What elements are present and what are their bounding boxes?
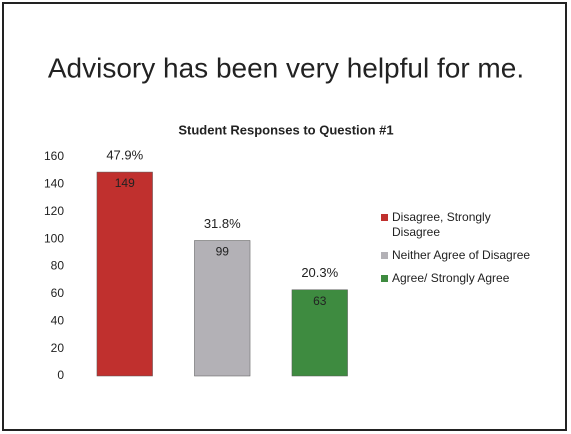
y-tick-label: 160 [44, 149, 64, 163]
data-label: 99 [216, 245, 230, 259]
y-tick-label: 60 [51, 286, 65, 300]
y-tick-label: 40 [51, 313, 65, 327]
chart-title: Student Responses to Question #1 [178, 122, 393, 137]
y-tick-label: 100 [44, 231, 64, 245]
data-label: 63 [313, 294, 327, 308]
legend-swatch [381, 275, 388, 282]
percent-label: 31.8% [204, 216, 241, 231]
bar [96, 171, 153, 377]
slide-title: Advisory has been very helpful for me. [48, 52, 524, 83]
y-tick-label: 120 [44, 204, 64, 218]
y-tick-label: 0 [57, 368, 64, 382]
bar [291, 289, 348, 377]
legend-item: Neither Agree of Disagree [381, 248, 531, 263]
legend-label: Disagree, Strongly Disagree [392, 210, 491, 239]
legend-item: Disagree, Strongly Disagree [381, 210, 531, 240]
bar [194, 240, 251, 377]
legend-swatch [381, 252, 388, 259]
percent-label: 47.9% [106, 147, 143, 162]
legend: Disagree, Strongly Disagree Neither Agree… [381, 210, 531, 294]
legend-label: Neither Agree of Disagree [392, 248, 531, 262]
legend-swatch [381, 214, 388, 221]
y-tick-label: 20 [51, 341, 65, 355]
legend-label: Agree/ Strongly Agree [392, 271, 510, 285]
y-tick-label: 80 [51, 259, 65, 273]
percent-label: 20.3% [301, 265, 338, 280]
data-label: 149 [115, 176, 135, 190]
y-tick-label: 140 [44, 177, 64, 191]
legend-item: Agree/ Strongly Agree [381, 271, 531, 286]
